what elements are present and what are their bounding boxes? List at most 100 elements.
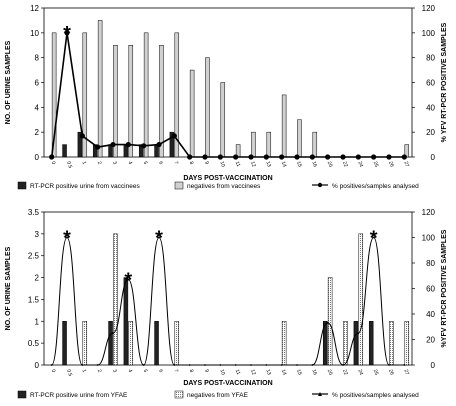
negative-bar [205, 57, 210, 158]
x-axis-tick-label: 27 [402, 369, 410, 376]
negative-bar [143, 32, 149, 158]
percent-point [265, 364, 268, 366]
right-axis-tick-label: 0 [431, 153, 436, 162]
left-axis-tick-label: 0.5 [28, 339, 40, 348]
percent-point [294, 154, 300, 160]
x-axis-tick-label: 25 [372, 369, 380, 376]
percent-point [342, 364, 344, 366]
x-axis-title: DAYS POST-VACCINATION [183, 175, 272, 182]
left-axis-tick-label: 8 [35, 54, 40, 63]
percent-point [325, 154, 331, 160]
x-axis-tick-label: 0 [50, 161, 57, 166]
percent-point [142, 364, 145, 366]
x-axis-tick-label: 15 [295, 369, 303, 376]
left-axis-title: NO. OF URINE SAMPLES [5, 40, 12, 124]
legend-swatch [17, 390, 27, 399]
x-axis-tick-label: 26 [387, 369, 395, 376]
percent-point [141, 143, 147, 149]
percent-point [187, 154, 193, 160]
percent-point [296, 364, 298, 366]
negative-bar [327, 277, 333, 366]
x-axis-tick-label: 1 [80, 369, 87, 374]
x-axis-tick-label: 12 [249, 369, 257, 376]
significance-marker: * [370, 228, 378, 250]
right-axis-tick-label: 100 [422, 234, 436, 243]
x-axis-tick-label: 10 [218, 161, 226, 168]
negative-bar [389, 321, 394, 366]
legend-marker [317, 182, 323, 188]
percent-point [127, 278, 130, 281]
x-axis-tick-label: 16 [310, 161, 318, 168]
x-axis-tick-label: 13 [264, 369, 272, 376]
negative-bar [358, 233, 364, 366]
legend-swatch [174, 181, 184, 190]
right-axis-tick-label: 80 [426, 54, 435, 63]
x-axis-tick-label: 6 [157, 369, 164, 374]
x-axis-tick-label: 20 [326, 161, 334, 168]
positive-bar [322, 321, 328, 366]
x-axis-tick-label: 15 [295, 161, 303, 168]
x-axis-tick-label: 4 [126, 161, 133, 166]
positive-bar [154, 321, 159, 366]
x-axis-tick-label: 22 [341, 369, 349, 376]
percent-point [158, 236, 160, 239]
x-axis-tick-label: 12 [249, 161, 257, 168]
percent-point [188, 364, 191, 366]
x-axis-tick-label: 11 [234, 369, 241, 376]
significance-marker: * [155, 228, 163, 250]
percent-point [49, 154, 55, 160]
negative-bar [128, 321, 134, 366]
percent-point [250, 364, 252, 366]
x-axis-tick-label: 11 [234, 161, 241, 168]
right-axis-tick-label: 60 [426, 285, 435, 294]
x-axis-tick-label: 0.5 [65, 369, 73, 378]
x-axis-tick-label: 24 [356, 369, 364, 376]
percent-point [403, 364, 406, 366]
positive-bar [353, 321, 359, 366]
positive-bar [169, 131, 175, 158]
right-axis-title: % YFV RT-PCR POSITIVE SAMPLES [441, 22, 448, 142]
percent-point [372, 236, 375, 239]
left-axis-tick-label: 0 [35, 361, 40, 370]
significance-marker: * [63, 23, 71, 45]
x-axis-tick-label: 9 [203, 369, 210, 374]
x-axis-tick-label: 0.5 [65, 161, 73, 170]
negative-bar [251, 131, 256, 158]
percent-point [202, 154, 208, 160]
percent-point [371, 154, 377, 160]
right-axis-tick-label: 40 [426, 103, 435, 112]
x-axis-tick-label: 1 [80, 161, 87, 166]
negative-bar [281, 321, 287, 366]
percent-point [309, 154, 315, 160]
x-axis-tick-label: 22 [341, 161, 349, 168]
positive-bar [123, 277, 129, 366]
x-axis-tick-label: 0 [50, 369, 57, 374]
left-axis-tick-label: 1 [35, 317, 40, 326]
negative-bar [113, 45, 118, 158]
left-axis-tick-label: 2 [35, 128, 40, 137]
negative-bar [312, 131, 318, 158]
x-axis-tick-label: 13 [264, 161, 272, 168]
x-axis-tick-label: 4 [126, 369, 133, 374]
right-axis-tick-label: 80 [426, 259, 435, 268]
x-axis-tick-label: 6 [157, 161, 164, 166]
x-axis-tick-label: 2 [96, 369, 103, 374]
right-axis-tick-label: 100 [422, 29, 436, 38]
left-axis-tick-label: 6 [35, 79, 40, 88]
x-axis-tick-label: 5 [142, 369, 149, 374]
right-axis-tick-label: 120 [422, 4, 436, 13]
x-axis-tick-label: 3 [111, 161, 118, 166]
x-axis-tick-label: 27 [402, 161, 410, 168]
legend-label: negatives from vaccinees [187, 183, 261, 190]
negative-bar [266, 131, 272, 158]
percent-point [112, 332, 114, 335]
positive-bar [138, 144, 144, 158]
x-axis-tick-label: 14 [280, 369, 288, 376]
legend-label: negatives from YFAE [187, 392, 249, 399]
left-axis-tick-label: 2 [35, 274, 40, 283]
percent-point [217, 154, 223, 160]
percent-point [280, 364, 283, 366]
negative-bar [189, 69, 195, 158]
x-axis-tick-label: 24 [356, 161, 364, 168]
legend-label: RT-PCR positive urine from YFAE [30, 392, 128, 399]
